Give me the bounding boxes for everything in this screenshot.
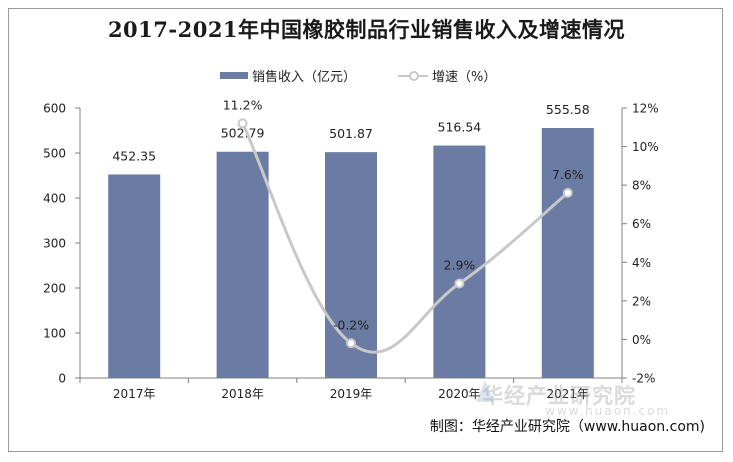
left-axis-tick-label: 300 — [43, 237, 66, 251]
legend-bar-swatch — [220, 72, 248, 79]
growth-line — [241, 122, 569, 354]
bar — [541, 127, 594, 378]
growth-value-label: 7.6% — [552, 167, 584, 182]
bar-series — [108, 127, 594, 378]
growth-value-label: -0.2% — [333, 317, 369, 332]
x-axis-tick-label: 2018年 — [221, 387, 264, 401]
growth-line-series — [237, 118, 573, 354]
left-axis-tick-label: 200 — [43, 282, 66, 296]
right-axis-tick-label: 8% — [632, 179, 651, 193]
watermark-url: www.huaon.com — [545, 404, 671, 418]
right-axis-tick-label: 4% — [632, 256, 651, 270]
legend-line-label: 增速（%） — [432, 70, 497, 85]
growth-value-label: 2.9% — [444, 258, 476, 273]
growth-value-label: 11.2% — [223, 97, 263, 112]
left-y-axis: 0 100 200 300 400 500 600 — [43, 102, 81, 386]
bar-value-label: 501.87 — [329, 126, 373, 141]
growth-value-labels: 11.2% -0.2% 2.9% 7.6% — [223, 97, 584, 332]
x-axis-tick-label: 2017年 — [113, 387, 156, 401]
bar — [433, 145, 486, 378]
bar-value-label: 502.79 — [221, 126, 265, 141]
legend-bar-label: 销售收入（亿元） — [252, 70, 357, 85]
source-credit: 制图：华经产业研究院（www.huaon.com) — [429, 419, 705, 435]
right-axis-tick-label: 2% — [632, 294, 651, 308]
right-axis-tick-label: 12% — [632, 102, 659, 116]
bar — [108, 174, 161, 378]
bar-value-label: 516.54 — [438, 120, 482, 135]
growth-point — [237, 118, 248, 129]
x-axis-tick-label: 2020年 — [438, 387, 481, 401]
growth-point — [454, 278, 465, 289]
right-axis-tick-label: -2% — [632, 372, 655, 386]
legend-line-swatch — [398, 70, 428, 81]
left-axis-tick-label: 100 — [43, 327, 66, 341]
right-axis-tick-label: 10% — [632, 140, 659, 154]
x-axis: 2017年 2018年 2019年 2020年 2021年 — [79, 377, 623, 401]
growth-point — [562, 187, 573, 198]
left-axis-tick-label: 0 — [58, 372, 66, 386]
right-axis-tick-label: 0% — [632, 333, 651, 347]
bar-value-label: 555.58 — [546, 102, 590, 117]
bar-value-label: 452.35 — [112, 148, 156, 163]
right-axis-tick-label: 6% — [632, 217, 651, 231]
right-y-axis: -2% 0% 2% 4% 6% 8% 10% 12% — [621, 102, 659, 386]
bar-value-labels: 452.35 502.79 501.87 516.54 555.58 — [112, 102, 589, 163]
x-axis-tick-label: 2019年 — [330, 387, 373, 401]
watermark-text: 华经产业研究院 — [482, 384, 636, 408]
watermark-logo-icon — [476, 380, 494, 402]
legend-item-line: 增速（%） — [398, 66, 496, 85]
legend-item-bar: 销售收入（亿元） — [220, 66, 356, 85]
chart-title: 2017-2021年中国橡胶制品行业销售收入及增速情况 — [107, 17, 626, 42]
left-axis-tick-label: 400 — [43, 192, 66, 206]
x-axis-tick-label: 2021年 — [547, 387, 590, 401]
growth-point — [346, 338, 356, 349]
chart-legend: 销售收入（亿元） 增速（%） — [0, 66, 733, 86]
bar — [216, 151, 269, 378]
left-axis-tick-label: 600 — [43, 102, 66, 116]
left-axis-tick-label: 500 — [43, 147, 66, 161]
